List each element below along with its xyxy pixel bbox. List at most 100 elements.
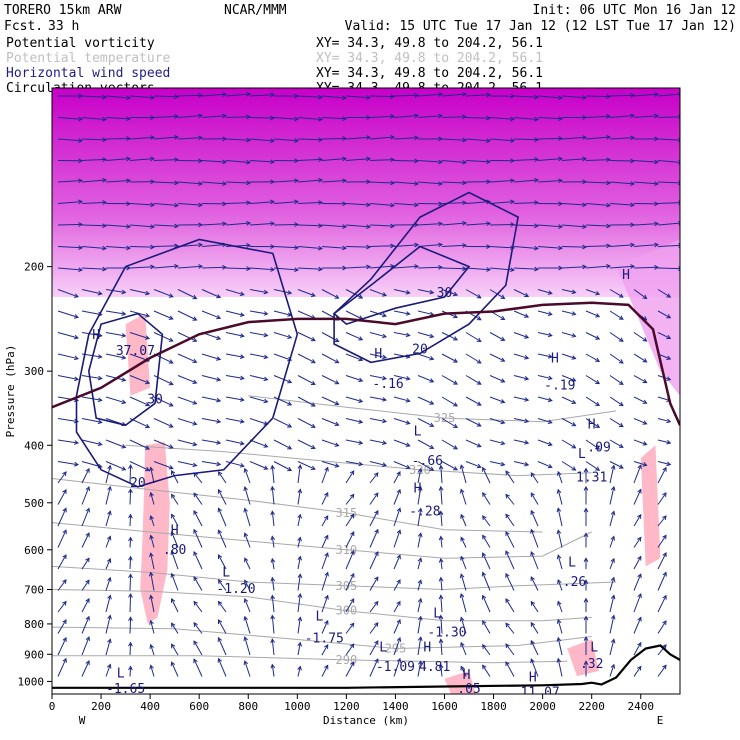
circulation-vector	[417, 439, 434, 449]
circulation-vector	[417, 223, 443, 226]
circulation-vector-head	[350, 661, 355, 667]
circulation-vector	[633, 418, 647, 425]
circulation-vector-head	[216, 461, 222, 467]
circulation-vector	[657, 267, 680, 270]
circulation-vector-head	[324, 491, 329, 497]
circulation-vector	[633, 537, 642, 548]
circulation-vector	[657, 202, 680, 204]
circulation-vector-head	[294, 158, 300, 164]
circulation-vector	[105, 639, 111, 656]
circulation-vector-head	[318, 245, 324, 251]
circulation-vector	[417, 533, 422, 548]
circulation-vector-head	[270, 221, 276, 226]
circulation-vector-head	[243, 467, 249, 473]
circulation-vector-head	[524, 292, 530, 298]
circulation-vector-head	[62, 579, 67, 584]
circulation-vector-head	[243, 615, 248, 621]
y-tick-label: 500	[24, 497, 44, 510]
circulation-vector-head	[318, 94, 324, 100]
circulation-vector	[273, 180, 299, 183]
circulation-vector-head	[642, 378, 648, 384]
circulation-vector	[249, 439, 268, 448]
circulation-vector-head	[358, 377, 364, 383]
circulation-vector	[129, 375, 150, 384]
circulation-vector-head	[294, 267, 300, 273]
circulation-vector-head	[102, 137, 108, 143]
circulation-vector	[585, 159, 611, 161]
circulation-vector	[345, 598, 355, 613]
circulation-vector-head	[556, 554, 562, 560]
circulation-vector-head	[149, 491, 154, 497]
circulation-vector-head	[366, 156, 372, 162]
circulation-vector-head	[414, 135, 420, 141]
circulation-vector	[81, 224, 107, 227]
circulation-vector-head	[637, 573, 642, 579]
circulation-vector	[225, 396, 244, 401]
circulation-vector-head	[270, 159, 276, 165]
x-tick-label: 0	[49, 700, 56, 713]
circulation-vector-head	[606, 180, 612, 186]
circulation-vector-head	[149, 534, 154, 540]
circulation-vector-head	[481, 594, 487, 600]
circulation-vector	[557, 489, 563, 505]
circulation-vector	[105, 465, 111, 484]
circulation-vector	[441, 116, 467, 118]
circulation-vector-head	[396, 657, 402, 663]
circulation-vector	[369, 245, 395, 247]
circulation-vector-head	[246, 180, 252, 186]
circulation-vector	[273, 439, 292, 450]
circulation-vector	[440, 639, 443, 656]
circulation-vector-head	[128, 488, 133, 494]
model-label: TORERO 15km ARW	[4, 3, 122, 18]
circulation-vector	[129, 246, 155, 248]
circulation-vector	[153, 418, 174, 428]
circulation-vector	[513, 461, 529, 466]
circulation-vector-head	[287, 290, 293, 295]
circulation-vector-head	[106, 663, 112, 669]
circulation-vector-head	[530, 528, 535, 534]
circulation-vector-head	[606, 223, 612, 229]
circulation-vector	[465, 439, 482, 448]
circulation-vector-head	[107, 614, 112, 620]
circulation-vector-head	[381, 292, 387, 297]
circulation-vector-head	[618, 380, 624, 385]
circulation-vector-head	[85, 532, 90, 538]
circulation-vector-head	[121, 355, 127, 360]
circulation-vector-head	[150, 202, 156, 208]
circulation-vector-head	[150, 244, 156, 250]
circulation-vector	[177, 375, 197, 384]
extremum-label: H	[171, 523, 179, 538]
circulation-vector-head	[557, 470, 562, 476]
circulation-vector-head	[530, 600, 536, 606]
circulation-vector	[297, 138, 323, 141]
circulation-vector-head	[582, 135, 588, 140]
circulation-vector-head	[396, 529, 402, 535]
circulation-vector	[585, 353, 600, 362]
circulation-vector-head	[217, 507, 222, 513]
circulation-vector-head	[414, 93, 420, 98]
circulation-vector-head	[192, 294, 198, 300]
circulation-vector	[225, 332, 244, 337]
circulation-vector-head	[438, 113, 444, 119]
x-tick-label: 1400	[382, 700, 409, 713]
circulation-vector-head	[217, 579, 223, 584]
circulation-vector	[537, 418, 552, 424]
circulation-vector	[225, 418, 244, 423]
circulation-vector-head	[595, 423, 601, 428]
circulation-vector-head	[429, 466, 435, 471]
valid-label: Valid: 15 UTC Tue 17 Jan 12 (12 LST Tue …	[345, 19, 736, 34]
circulation-vector-head	[547, 375, 553, 381]
circulation-vector-head	[174, 243, 180, 249]
circulation-vector-head	[382, 397, 388, 402]
circulation-vector-head	[349, 643, 355, 649]
circulation-vector	[657, 160, 680, 163]
circulation-vector-head	[73, 314, 79, 319]
circulation-vector	[513, 353, 529, 359]
extremum-label: L	[433, 606, 441, 621]
circulation-vector-head	[500, 378, 506, 383]
circulation-vector-head	[610, 638, 616, 644]
circulation-vector-head	[349, 622, 355, 628]
theta-label: 305	[336, 579, 358, 593]
circulation-vector-head	[78, 245, 84, 250]
circulation-vector	[369, 396, 387, 401]
